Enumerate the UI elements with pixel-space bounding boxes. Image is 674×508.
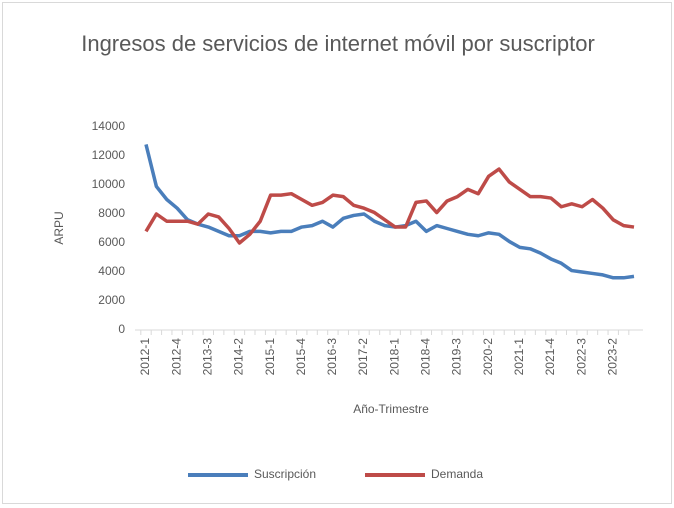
y-tick-label: 2000 [98, 293, 125, 307]
x-axis-label: Año-Trimestre [353, 402, 429, 416]
x-tick-label: 2023-2 [605, 338, 619, 376]
y-tick-label: 6000 [98, 235, 125, 249]
x-tick-label: 2012-1 [138, 338, 152, 376]
y-axis-label: ARPU [52, 211, 66, 244]
x-tick-label: 2014-2 [232, 338, 246, 376]
series-line [144, 143, 635, 280]
series-line [144, 167, 635, 245]
plot: ARPU Año-Trimestre 0 2000 4000 6000 8000 1000… [52, 119, 643, 481]
y-tick-label: 8000 [98, 206, 125, 220]
y-tick-label: 14000 [92, 119, 126, 133]
y-tick-label: 4000 [98, 264, 125, 278]
y-tick-label: 10000 [92, 177, 126, 191]
x-tick-label: 2015-4 [294, 338, 308, 376]
x-tick-label: 2015-1 [263, 338, 277, 376]
chart-title: Ingresos de servicios de internet móvil … [81, 31, 595, 56]
x-tick-label: 2018-4 [419, 338, 433, 376]
x-tick-label: 2020-2 [481, 338, 495, 376]
x-tick-label: 2021-4 [543, 338, 557, 376]
legend-label: Suscripción [254, 467, 316, 481]
y-tick-label: 0 [118, 322, 125, 336]
x-tick-label: 2018-1 [387, 338, 401, 376]
x-tick-label: 2013-3 [200, 338, 214, 376]
x-tick-label: 2017-2 [356, 338, 370, 376]
x-tick-label: 2022-3 [574, 338, 588, 376]
x-tick-label: 2012-4 [169, 338, 183, 376]
x-tick-label: 2019-3 [450, 338, 464, 376]
legend-label: Demanda [431, 467, 483, 481]
y-tick-label: 12000 [92, 148, 126, 162]
x-tick-label: 2016-3 [325, 338, 339, 376]
x-tick-label: 2021-1 [512, 338, 526, 376]
